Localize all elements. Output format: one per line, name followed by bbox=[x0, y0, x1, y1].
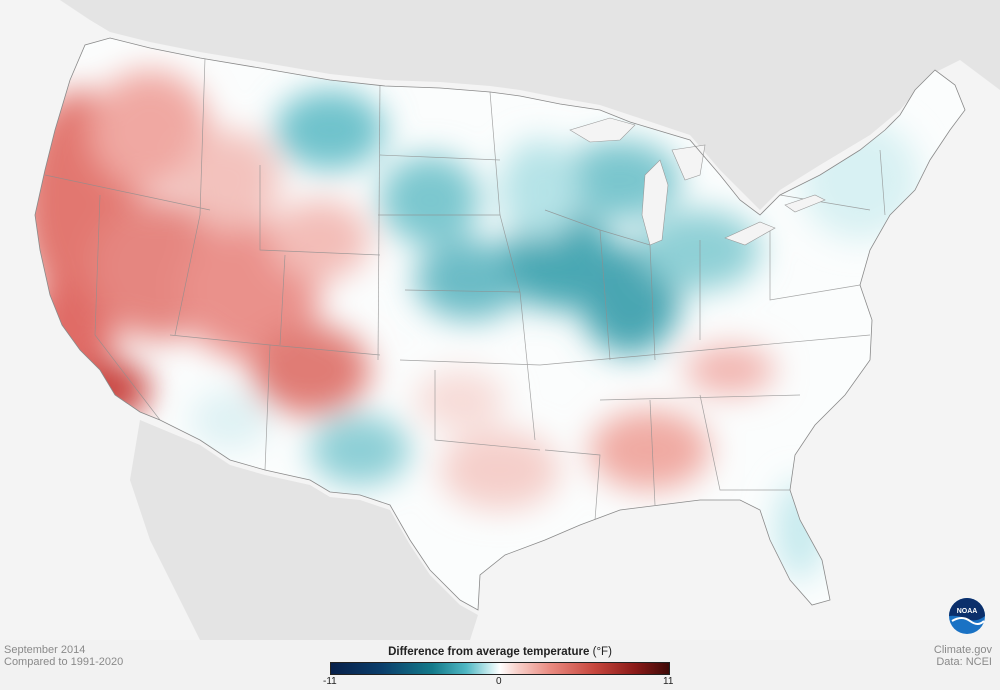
legend-unit: (°F) bbox=[592, 646, 612, 658]
caption-data-source: Data: NCEI bbox=[936, 656, 992, 668]
caption-right: Climate.gov Data: NCEI bbox=[934, 644, 992, 668]
caption-baseline: Compared to 1991-2020 bbox=[4, 656, 124, 668]
legend-title-text: Difference from average temperature bbox=[388, 646, 590, 658]
caption-left: September 2014 Compared to 1991-2020 bbox=[4, 644, 123, 668]
noaa-logo-text: NOAA bbox=[957, 608, 978, 615]
mexico-landmass bbox=[130, 420, 478, 640]
legend-color-bar bbox=[330, 662, 670, 675]
great-lakes bbox=[569, 117, 826, 246]
state-boundaries bbox=[44, 57, 886, 521]
map-area bbox=[0, 0, 1000, 640]
legend-min-label: -11 bbox=[323, 676, 337, 687]
caption-source-site: Climate.gov bbox=[933, 644, 992, 656]
legend-mid-label: 0 bbox=[496, 676, 502, 687]
noaa-logo-icon: NOAA bbox=[949, 598, 985, 634]
temperature-anomaly-map bbox=[0, 0, 1000, 640]
legend-max-label: 11 bbox=[663, 676, 674, 687]
legend-title: Difference from average temperature (°F) bbox=[300, 646, 700, 658]
canada-landmass bbox=[0, 0, 1000, 210]
caption-date: September 2014 bbox=[4, 644, 86, 656]
